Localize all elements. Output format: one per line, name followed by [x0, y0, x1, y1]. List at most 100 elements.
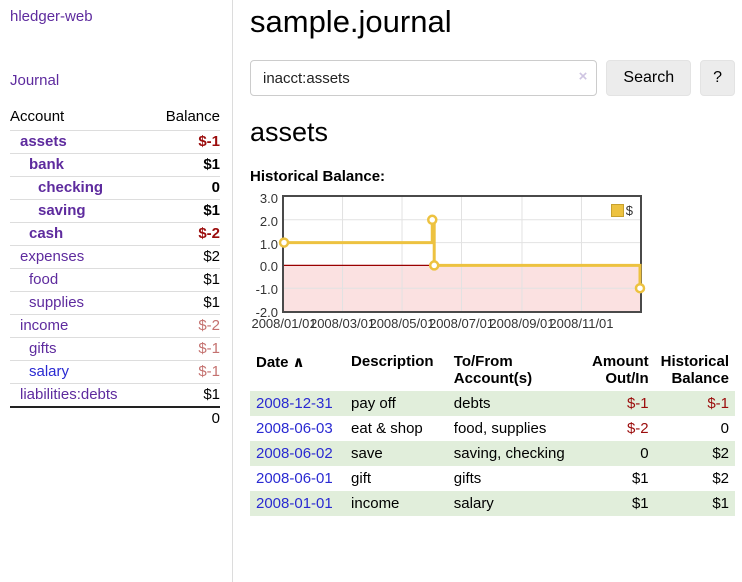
account-link[interactable]: expenses [20, 248, 85, 265]
y-axis-tick-label: 3.0 [259, 191, 278, 206]
register-date-link[interactable]: 2008-06-01 [256, 470, 333, 487]
register-row: 2008-12-31 pay off debts $-1 $-1 [250, 391, 735, 416]
account-row: expenses $2 [10, 245, 220, 269]
account-balance: 0 [149, 176, 220, 200]
register-description: pay off [351, 395, 396, 412]
register-header-description: Description [351, 353, 434, 370]
register-date-link[interactable]: 2008-06-03 [256, 420, 333, 437]
register-date-cell: 2008-12-31 [250, 391, 345, 416]
search-input[interactable] [250, 60, 598, 96]
account-row: cash $-2 [10, 222, 220, 246]
account-balance: $-1 [149, 337, 220, 361]
register-balance: 0 [720, 420, 729, 437]
account-row: gifts $-1 [10, 337, 220, 361]
account-link[interactable]: saving [38, 202, 86, 219]
main-content: sample.journal × Search ? assets Histori… [233, 0, 742, 582]
register-description: gift [351, 470, 372, 487]
chart-canvas [278, 197, 646, 311]
help-button[interactable]: ? [700, 60, 735, 96]
register-header-amount: Amount Out/In [591, 353, 649, 387]
x-axis-tick-label: 2008/05/01 [369, 316, 435, 331]
y-axis-tick-label: 1.0 [259, 236, 278, 252]
accounts-total-value: 0 [149, 406, 220, 430]
clear-search-icon[interactable]: × [578, 68, 588, 85]
page-title: sample.journal [250, 4, 452, 39]
sidebar-item-journal[interactable]: Journal [10, 72, 60, 89]
balance-chart: $ 3.0 2.0 1.0 0.0 -1.0 -2.0 2008/01/01 2008/03/… [250, 191, 735, 335]
account-balance: $1 [149, 383, 220, 407]
account-link[interactable]: supplies [29, 294, 85, 311]
account-row: food $1 [10, 268, 220, 292]
account-link[interactable]: checking [38, 179, 104, 196]
register-date-link[interactable]: 2008-06-02 [256, 445, 333, 462]
register-date-link[interactable]: 2008-12-31 [256, 395, 333, 412]
account-heading: assets [250, 117, 329, 147]
accounts-header-account: Account [10, 108, 65, 125]
chart-title: Historical Balance: [250, 168, 386, 185]
account-balance: $-1 [149, 130, 220, 154]
account-link[interactable]: liabilities:debts [20, 386, 118, 403]
account-link[interactable]: food [29, 271, 59, 288]
account-link[interactable]: salary [29, 363, 70, 380]
register-description: save [351, 445, 383, 462]
register-header-date[interactable]: Date ∧ [256, 354, 305, 371]
register-amount: $1 [631, 495, 649, 512]
register-row: 2008-06-02 save saving, checking 0 $2 [250, 441, 735, 466]
account-row: assets $-1 [10, 130, 220, 154]
search-form: × Search ? [250, 60, 735, 96]
chart-plot-area[interactable]: $ [278, 195, 646, 313]
register-description: income [351, 495, 400, 512]
x-axis-tick-label: 2008/07/01 [428, 316, 495, 331]
register-date-cell: 2008-06-03 [250, 416, 345, 441]
register-amount: 0 [640, 445, 649, 462]
account-row: bank $1 [10, 153, 220, 177]
y-axis-tick-label: -2.0 [255, 305, 278, 320]
register-amount: $1 [631, 470, 649, 487]
x-axis-tick-label: 2008/09/01 [489, 316, 555, 331]
register-accounts: debts [453, 395, 491, 412]
accounts-header-balance: Balance [165, 108, 220, 125]
y-axis-tick-label: 0.0 [259, 259, 278, 275]
account-row: income $-2 [10, 314, 220, 338]
register-row: 2008-06-03 eat & shop food, supplies $-2 0 [250, 416, 735, 441]
account-row: liabilities:debts $1 [10, 383, 220, 407]
register-header-accounts: To/From Account(s) [453, 353, 533, 387]
search-input-wrap: × [250, 60, 598, 96]
register-date-cell: 2008-01-01 [250, 491, 345, 516]
account-balance: $1 [149, 291, 220, 315]
app-title-link[interactable]: hledger-web [10, 8, 93, 25]
sidebar: hledger-web Journal Account Balance asse… [0, 0, 233, 582]
y-axis-tick-label: 2.0 [259, 213, 278, 229]
accounts-header-row: Account Balance [10, 105, 220, 131]
account-link[interactable]: bank [29, 156, 65, 173]
register-amount: $-2 [626, 420, 649, 437]
register-balance: $1 [712, 495, 729, 512]
register-accounts: food, supplies [453, 420, 547, 437]
account-balance: $-1 [149, 360, 220, 384]
register-date-cell: 2008-06-01 [250, 466, 345, 491]
account-link[interactable]: assets [20, 133, 67, 150]
account-balance: $1 [149, 153, 220, 177]
account-link[interactable]: income [20, 317, 69, 334]
account-balance: $1 [149, 199, 220, 223]
register-accounts: gifts [453, 470, 482, 487]
legend-swatch-icon [610, 204, 624, 217]
accounts-table: Account Balance assets $-1 bank $1 checking 0… [10, 105, 220, 430]
register-description: eat & shop [351, 420, 423, 437]
account-link[interactable]: gifts [29, 340, 57, 357]
register-date-link[interactable]: 2008-01-01 [256, 495, 333, 512]
register-header-balance: Historical Balance [660, 353, 729, 387]
register-table: Date ∧ Description To/From Account(s) Amo… [250, 351, 735, 516]
account-link[interactable]: cash [29, 225, 64, 242]
account-balance: $1 [149, 268, 220, 292]
register-accounts: salary [453, 495, 494, 512]
accounts-total-spacer [10, 406, 150, 430]
register-balance: $-1 [707, 395, 729, 412]
register-row: 2008-01-01 income salary $1 $1 [250, 491, 735, 516]
search-button[interactable]: Search [606, 60, 692, 96]
account-row: salary $-1 [10, 360, 220, 384]
register-header-row: Date ∧ Description To/From Account(s) Amo… [250, 351, 735, 391]
register-row: 2008-06-01 gift gifts $1 $2 [250, 466, 735, 491]
account-balance: $-2 [149, 314, 220, 338]
register-amount: $-1 [626, 395, 649, 412]
